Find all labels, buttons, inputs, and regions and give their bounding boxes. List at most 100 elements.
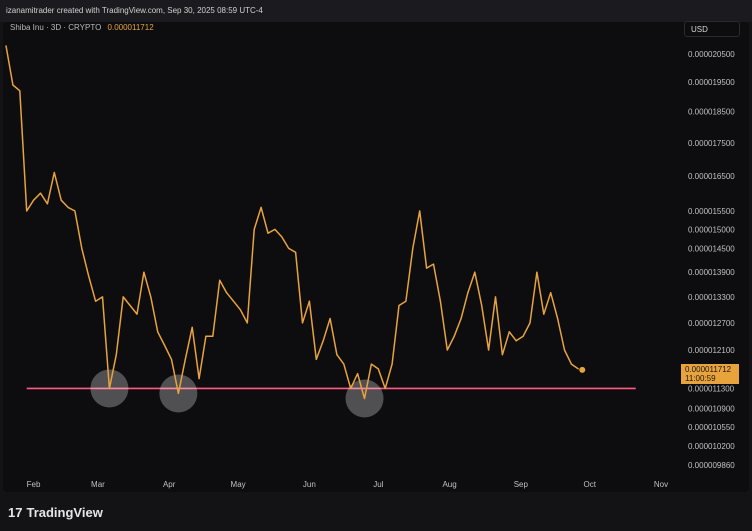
price-point-38 xyxy=(260,206,262,208)
price-point-30 xyxy=(205,335,207,337)
price-point-48 xyxy=(329,317,331,320)
y-tick-label-2: 0.000019500 xyxy=(688,78,735,87)
price-point-82 xyxy=(563,349,566,351)
price-point-42 xyxy=(288,247,290,250)
price-point-62 xyxy=(425,267,428,269)
price-point-32 xyxy=(219,279,221,281)
symbol-price: 0.000011712 xyxy=(107,23,154,32)
y-tick-label-10: 0.000013300 xyxy=(688,293,735,302)
price-point-19 xyxy=(129,304,131,307)
price-point-18 xyxy=(122,296,124,298)
x-tick-label-aug: Aug xyxy=(442,480,456,489)
price-point-10 xyxy=(67,206,69,208)
price-point-14 xyxy=(95,300,97,302)
symbol-name: Shiba Inu · 3D · CRYPTO xyxy=(10,23,102,32)
price-point-24 xyxy=(163,344,166,347)
price-point-23 xyxy=(157,331,159,333)
price-point-81 xyxy=(556,317,559,320)
price-point-64 xyxy=(439,300,441,302)
price-point-43 xyxy=(294,251,297,253)
price-point-78 xyxy=(536,271,538,273)
y-tick-label-7: 0.000015000 xyxy=(688,225,735,234)
price-series-line xyxy=(5,45,579,400)
price-point-21 xyxy=(143,271,145,273)
price-point-45 xyxy=(308,300,310,302)
price-point-57 xyxy=(391,363,393,365)
price-point-29 xyxy=(198,378,200,380)
price-point-27 xyxy=(184,358,186,361)
tradingview-logo[interactable]: 17 TradingView xyxy=(8,505,103,520)
price-point-79 xyxy=(543,313,545,315)
y-tick-label-9: 0.000013900 xyxy=(688,268,735,277)
symbol-legend[interactable]: Shiba Inu · 3D · CRYPTO 0.000011712 xyxy=(10,23,154,32)
price-point-1 xyxy=(5,45,7,47)
price-point-58 xyxy=(398,304,400,307)
chart-frame xyxy=(3,22,749,492)
y-tick-label-12: 0.000012100 xyxy=(688,346,735,355)
y-tick-label-11: 0.000012700 xyxy=(688,319,735,328)
x-tick-label-mar: Mar xyxy=(91,480,105,489)
price-point-66 xyxy=(453,335,455,337)
x-tick-label-jul: Jul xyxy=(373,480,383,489)
price-point-37 xyxy=(253,228,255,231)
price-point-84 xyxy=(577,368,579,370)
price-point-65 xyxy=(446,349,448,351)
price-point-83 xyxy=(570,363,572,365)
price-point-44 xyxy=(301,322,304,324)
price-point-72 xyxy=(494,296,497,298)
price-point-59 xyxy=(405,300,407,302)
x-tick-label-apr: Apr xyxy=(163,480,176,489)
footer-bar xyxy=(0,495,752,531)
x-tick-label-feb: Feb xyxy=(27,480,41,489)
price-point-12 xyxy=(81,247,83,250)
price-point-67 xyxy=(460,317,462,320)
price-point-34 xyxy=(232,300,235,302)
price-point-4 xyxy=(26,210,28,212)
price-point-9 xyxy=(60,199,62,201)
top-caption-bar: izanamitrader created with TradingView.c… xyxy=(0,0,752,22)
tradingview-brand: TradingView xyxy=(26,505,103,520)
currency-selector[interactable]: USD xyxy=(684,21,740,37)
price-point-28 xyxy=(191,326,193,328)
x-tick-label-jun: Jun xyxy=(303,480,316,489)
created-by-caption: izanamitrader created with TradingView.c… xyxy=(6,6,263,15)
price-point-3 xyxy=(19,90,21,92)
price-point-25 xyxy=(170,358,173,361)
price-point-11 xyxy=(74,210,76,212)
price-point-15 xyxy=(101,296,104,298)
y-tick-label-14: 0.000010900 xyxy=(688,405,735,414)
candle-countdown: 11:00:59 xyxy=(685,374,716,383)
price-point-31 xyxy=(212,335,214,337)
y-tick-label-6: 0.000015500 xyxy=(688,207,735,216)
y-tick-label-8: 0.000014500 xyxy=(688,244,735,253)
price-point-6 xyxy=(39,192,42,194)
price-point-70 xyxy=(481,304,483,307)
price-point-41 xyxy=(281,236,283,238)
price-point-77 xyxy=(529,322,531,324)
price-point-50 xyxy=(343,363,345,365)
price-point-49 xyxy=(336,354,338,356)
x-tick-label-oct: Oct xyxy=(584,480,597,489)
price-point-20 xyxy=(136,313,138,315)
price-point-53 xyxy=(363,397,366,400)
y-tick-label-4: 0.000017500 xyxy=(688,139,735,148)
price-point-76 xyxy=(522,335,524,337)
price-point-73 xyxy=(501,354,504,356)
last-price-dot xyxy=(579,366,586,373)
y-tick-label-5: 0.000016500 xyxy=(688,172,735,181)
price-point-13 xyxy=(88,275,90,277)
price-point-47 xyxy=(322,340,324,342)
y-tick-label-13: 0.000011300 xyxy=(688,384,735,393)
price-point-17 xyxy=(115,354,117,356)
x-tick-label-sep: Sep xyxy=(514,480,529,489)
price-point-63 xyxy=(432,263,435,265)
price-point-39 xyxy=(267,232,269,234)
current-price-value: 0.000011712 xyxy=(685,365,732,374)
price-point-52 xyxy=(357,373,359,375)
price-point-46 xyxy=(315,358,317,361)
price-point-40 xyxy=(274,228,276,231)
x-tick-label-may: May xyxy=(231,480,246,489)
y-tick-label-15: 0.000010550 xyxy=(688,423,735,432)
price-point-80 xyxy=(550,292,552,294)
